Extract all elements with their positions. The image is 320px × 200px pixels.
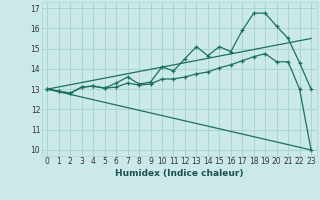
- X-axis label: Humidex (Indice chaleur): Humidex (Indice chaleur): [115, 169, 244, 178]
